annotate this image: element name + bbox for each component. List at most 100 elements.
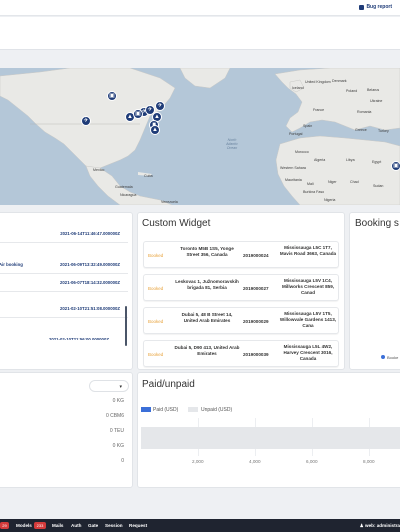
map-marker-plane-icon[interactable]: ✈ [81,116,91,126]
booking-stats-title: Booking s [355,218,399,229]
activity-type: Air booking [0,262,23,267]
map-country-label: Romania [357,110,372,114]
shipment-destination: Mississauga L5L 4W2, Harvey Crescent 301… [283,344,333,361]
legend-unpaid-label: Unpaid (USD) [201,407,233,413]
total-metric: 0 [121,458,124,464]
map-country-label: United Kingdom [305,80,331,84]
legend-booked-label: Booke [387,355,399,360]
user-label: web: administra [365,523,400,528]
booking-stats-card: Booking s Booke [349,212,400,370]
activity-date: 2021-06-07T18:14:32.000000Z [60,280,120,285]
shipment-row[interactable]: Booked Dubai 5, D90 413, United Arab Emir… [143,340,339,367]
paid-unpaid-title: Paid/unpaid [142,379,195,390]
x-axis-tick: 8,000 [363,459,375,464]
map-country-label: Burkina Faso [303,190,325,194]
activity-row[interactable]: 2021-06-07T18:14:32.000000Z [0,274,128,292]
shipment-row[interactable]: Booked Dubai 5, 48 B Street 14, United Ar… [143,307,339,334]
map-country-label: Mexico [93,168,105,172]
shipment-destination: Mississauga L5C 1T7, Mavis Road 3663, Ca… [279,245,337,256]
shipment-row[interactable]: Booked Toronto M5B 1S5, Yonge Street 356,… [143,241,339,268]
map-country-label: Nicaragua [120,193,137,197]
unpaid-bar [141,427,400,449]
map-country-label: Niger [328,180,337,184]
spacer [0,50,400,68]
map-marker-truck-icon[interactable]: ▣ [133,109,143,119]
map-country-label: Ukraine [370,99,383,103]
legend-dot [381,355,385,359]
map-country-label: Mauritania [285,178,302,182]
shipment-id: 2019000029 [243,319,269,324]
map-country-label: Turkey [378,129,389,133]
debug-tab-gate[interactable]: Gate [88,523,99,528]
map-country-label: Chad [350,180,359,184]
map-country-label: Nigeria [324,198,336,202]
legend-unpaid-swatch [188,407,198,412]
shipment-origin: Leskovac 1, Južnomoravskih brigada 81, S… [175,279,239,290]
activity-date: 2021-06-09T13:32:49.000000Z [60,262,120,267]
x-axis-tick: 2,000 [192,459,204,464]
total-metric: 0 KG [112,443,124,449]
totals-card: ▾ 0 KG 0 CBM6 0 TEU 0 KG 0 [0,372,133,488]
custom-widget-card: Custom Widget Booked Toronto M5B 1S5, Yon… [137,212,345,370]
shipment-status: Booked [148,319,164,324]
map-marker-plane-icon[interactable]: ✈ [155,101,165,111]
shipment-origin: Toronto M5B 1S5, Yonge Street 356, Canad… [180,246,234,257]
map-country-label: Cuba [144,174,153,178]
shipment-id: 2019000039 [243,352,269,357]
activity-date: 2021-06-14T11:46:47.000000Z [60,231,120,236]
activity-date: 2021-02-10T21:51:08.000000Z [60,306,120,311]
total-metric: 0 KG [112,398,124,404]
debug-tab-request[interactable]: Request [129,523,148,528]
shipment-id: 2019000027 [243,286,269,291]
bug-report-label: Bug report [366,4,392,10]
scrollbar[interactable] [125,306,127,346]
activity-row[interactable]: 2021-06-14T11:46:47.000000Z [0,225,128,243]
debug-tab-session[interactable]: Session [105,523,123,528]
shipment-destination: Mississauga L5V 1T5, Willowvale Gardens … [279,311,337,328]
activity-row[interactable]: Air booking 2021-06-09T13:32:49.000000Z [0,256,128,274]
map-country-label: Greece [355,128,367,132]
activity-row[interactable]: 2021-02-10T21:51:08.000000Z [0,300,128,318]
shipment-status: Booked [148,286,164,291]
map-country-label: Morocco [295,150,309,154]
map-marker-truck-icon[interactable]: ▣ [391,161,400,171]
page-header-band [0,17,400,50]
x-axis-tick: 4,000 [249,459,261,464]
legend-paid-swatch [141,407,151,412]
map-country-label: Spain [303,124,313,128]
map-country-label: Sudan [373,184,384,188]
map-country-label: Libya [346,158,355,162]
debug-tab-models[interactable]: Models [16,523,32,528]
map-country-label: Denmark [332,79,347,83]
total-metric: 0 CBM6 [105,413,124,419]
debug-bar: 29 Models Mails Auth Gate Session Request 233… [0,519,400,532]
map-country-label: Poland [346,89,358,93]
top-bar: Bug report [0,0,400,16]
bug-report-link[interactable]: Bug report [359,4,392,10]
shipment-status: Booked [148,253,164,258]
map-country-label: Egypt [372,160,382,164]
shipment-destination: Mississauga L5V 1C4, Millworks Crescent … [281,278,335,295]
map-country-label: Belarus [367,88,380,92]
map-country-label: Portugal [289,132,303,136]
recent-activity-card: 2021-06-14T11:46:47.000000Z Air booking 20… [0,212,133,370]
debug-tab-auth[interactable]: Auth [71,523,82,528]
custom-widget-title: Custom Widget [142,218,211,229]
map-country-label: Mali [307,182,314,186]
shipment-origin: Dubai 5, D90 413, United Arab Emirates [174,345,240,356]
badge-models[interactable]: 233 [34,522,46,529]
map-marker-truck-icon[interactable]: ▣ [107,91,117,101]
map-marker-ship-icon[interactable]: ▲ [150,125,160,135]
shipment-origin: Dubai 5, 48 B Street 14, United Arab Emi… [181,312,233,323]
badge-messages[interactable]: 29 [0,522,9,529]
map-land [0,68,400,205]
activity-date-cut: 2021-02-10T21:56:00.000000Z [49,337,109,340]
shipments-map[interactable]: United Kingdom Denmark Iceland Poland Belaru… [0,68,400,205]
map-country-label: Algeria [314,158,326,162]
map-country-label: Iceland [292,86,304,90]
shipment-row[interactable]: Booked Leskovac 1, Južnomoravskih brigada… [143,274,339,301]
user-info[interactable]: ♟ web: administra [359,523,400,528]
map-marker-plane-icon[interactable]: ✈ [145,105,155,115]
period-select[interactable]: ▾ [89,380,129,392]
debug-tab-mails[interactable]: Mails [52,523,64,528]
